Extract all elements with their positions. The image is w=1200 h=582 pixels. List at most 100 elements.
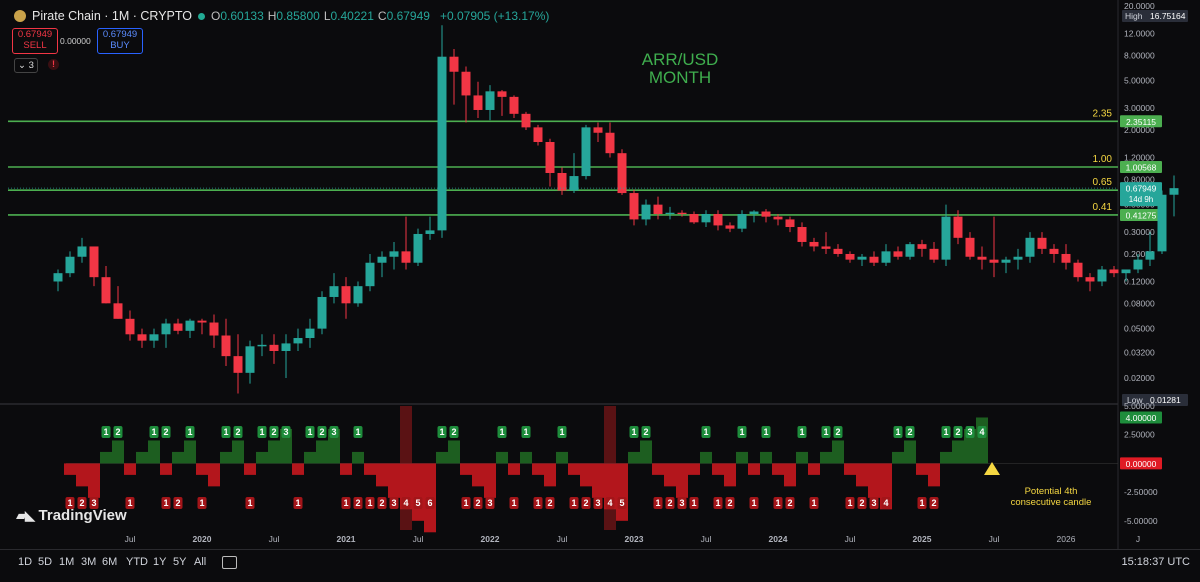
candle-body <box>641 204 651 220</box>
oscillator-bar <box>544 463 556 487</box>
count-up-number: 2 <box>643 427 648 437</box>
count-up-number: 1 <box>499 427 504 437</box>
candle-body <box>65 256 75 274</box>
count-down-number: 4 <box>403 498 408 508</box>
ohlc-value: 0.85800 <box>276 9 320 23</box>
candle-body <box>197 320 207 323</box>
count-down-badge <box>617 497 627 509</box>
indicators-toggle-button[interactable]: ⌄ 3 <box>14 58 38 73</box>
time-axis-tick: 2022 <box>481 534 500 544</box>
annotation-text: Potential 4th consecutive candle <box>996 486 1106 508</box>
oscillator-bar <box>508 463 520 475</box>
candle-body <box>629 193 639 220</box>
price-axis-tick: 12.0000 <box>1124 29 1155 39</box>
candle-body <box>521 113 531 128</box>
oscillator-bar <box>892 451 904 464</box>
candle-body <box>665 212 675 215</box>
fib-level-label: 0.41 <box>1093 202 1113 213</box>
count-up-number: 1 <box>151 427 156 437</box>
candle-body <box>353 286 363 304</box>
ohlc-key: H <box>267 9 277 23</box>
count-down-number: 2 <box>79 498 84 508</box>
high-tag-label: High <box>1125 11 1143 21</box>
count-down-badge <box>845 497 855 509</box>
ohlc-value: 0.40221 <box>330 9 374 23</box>
watermark-line2: MONTH <box>648 68 712 87</box>
candle-body <box>317 296 327 329</box>
count-down-number: 1 <box>247 498 252 508</box>
count-down-number: 6 <box>427 498 432 508</box>
count-up-number: 1 <box>187 427 192 437</box>
price-axis-tick: 2.00000 <box>1124 125 1155 135</box>
time-axis-tick: Jul <box>413 534 424 544</box>
time-axis-tick: 2023 <box>625 534 644 544</box>
oscillator-bar <box>736 451 748 464</box>
count-down-number: 3 <box>871 498 876 508</box>
count-down-badge <box>65 497 75 509</box>
level-price-tag <box>1120 161 1162 174</box>
candle-body <box>857 256 867 260</box>
candle-body <box>1061 253 1071 263</box>
fib-level-label: 2.35 <box>1093 108 1113 119</box>
count-up-number: 1 <box>259 427 264 437</box>
time-axis-tick: Jul <box>125 534 136 544</box>
price-axis-tick: 1.20000 <box>1124 152 1155 162</box>
count-up-number: 1 <box>823 427 828 437</box>
count-down-badge <box>569 497 579 509</box>
oscillator-bar <box>220 451 232 464</box>
timeframe-button[interactable]: YTD <box>126 556 148 568</box>
price-axis-tick: 20.0000 <box>1124 1 1155 11</box>
sell-button[interactable]: 0.67949 SELL <box>12 28 58 54</box>
count-down-badge <box>545 497 555 509</box>
error-icon[interactable]: ! <box>48 59 59 70</box>
oscillator-bar <box>232 440 244 464</box>
candle-body <box>413 233 423 263</box>
candle-body <box>1097 269 1107 282</box>
candle-body <box>329 286 339 297</box>
count-up-number: 2 <box>115 427 120 437</box>
candle-body <box>893 251 903 257</box>
timeframe-button[interactable]: 3M <box>81 556 97 568</box>
count-down-number: 2 <box>787 498 792 508</box>
count-down-number: 2 <box>727 498 732 508</box>
candle-body <box>149 334 159 341</box>
candle-body <box>497 91 507 97</box>
candle-body <box>401 251 411 263</box>
timeframe-button[interactable]: 5Y <box>173 556 187 568</box>
candle-body <box>653 204 663 215</box>
timeframe-button[interactable]: 1D <box>18 556 33 568</box>
oscillator-up-tag <box>1120 411 1162 424</box>
candle-body <box>305 328 315 339</box>
candle-body <box>1109 269 1119 274</box>
market-open-dot-icon <box>198 12 206 20</box>
count-up-badge <box>113 426 123 438</box>
oscillator-bar <box>160 463 172 475</box>
count-down-badge <box>533 497 543 509</box>
count-down-number: 1 <box>571 498 576 508</box>
timeframe-button[interactable]: 6M <box>102 556 118 568</box>
buy-button[interactable]: 0.67949 BUY <box>97 28 143 54</box>
count-up-number: 1 <box>631 427 636 437</box>
timeframe-button[interactable]: 1M <box>59 556 75 568</box>
candle-body <box>677 212 687 215</box>
candle-body <box>773 216 783 220</box>
count-down-number: 1 <box>919 498 924 508</box>
timeframe-button[interactable]: 1Y <box>153 556 167 568</box>
tradingview-logo[interactable]: ▰◣ TradingView <box>16 507 127 524</box>
chart-canvas[interactable]: 20.0000 12.0000 8.00000 5.00000 3.00000 2.000… <box>0 0 1200 549</box>
candle-body <box>917 244 927 249</box>
timeframe-button[interactable]: All <box>194 556 207 568</box>
candle-body <box>245 346 255 373</box>
candle-body <box>941 216 951 260</box>
candle-body <box>737 214 747 229</box>
time-axis-tick: J <box>1136 534 1140 544</box>
symbol-title[interactable]: Pirate Chain · 1M · CRYPTO <box>32 9 193 23</box>
count-down-number: 2 <box>547 498 552 508</box>
timeframe-button[interactable]: 5D <box>38 556 53 568</box>
symbol-legend[interactable]: Pirate Chain · 1M · CRYPTO O0.60133 H0.85… <box>14 9 553 23</box>
clock[interactable]: 15:18:37 UTC <box>1121 556 1190 568</box>
oscillator-bar <box>460 463 472 475</box>
ohlc-key: O <box>211 9 221 23</box>
candle-body <box>977 256 987 260</box>
calendar-icon[interactable] <box>222 556 237 569</box>
